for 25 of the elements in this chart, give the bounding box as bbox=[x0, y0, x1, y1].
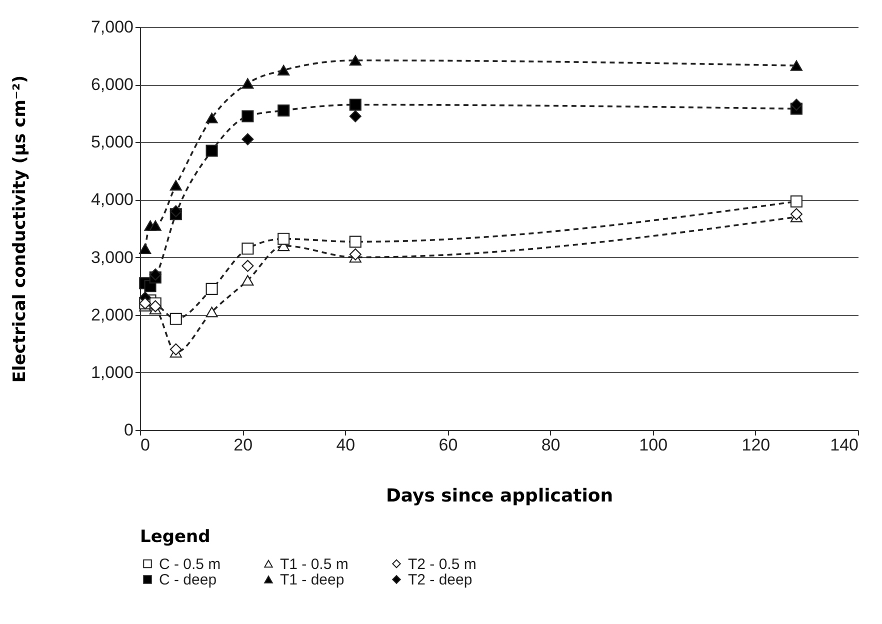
legend-label: C - 0.5 m bbox=[159, 556, 221, 573]
y-tick-label: 4,000 bbox=[90, 190, 134, 210]
legend-title: Legend bbox=[140, 527, 210, 547]
x-tick-label: 120 bbox=[742, 436, 770, 454]
x-tick-label: 100 bbox=[639, 436, 668, 454]
x-tick-label: 60 bbox=[438, 436, 458, 454]
legend-label: T1 - 0.5 m bbox=[280, 556, 348, 573]
x-axis-title: Days since application bbox=[386, 486, 614, 506]
legend-label: T1 - deep bbox=[280, 572, 344, 588]
x-tick-label: 140 bbox=[830, 436, 858, 454]
y-tick-label: 6,000 bbox=[90, 75, 134, 94]
y-tick-label: 5,000 bbox=[90, 132, 134, 152]
y-tick-label: 7,000 bbox=[90, 18, 134, 36]
legend-label: C - deep bbox=[159, 572, 217, 588]
y-axis-title: Electrical conductivity (µs cm⁻²) bbox=[10, 75, 30, 383]
y-tick-label: 1,000 bbox=[90, 362, 134, 382]
y-tick-label: 2,000 bbox=[90, 305, 134, 324]
legend-label: T2 - deep bbox=[408, 572, 472, 588]
x-tick-label: 0 bbox=[140, 436, 150, 454]
x-tick-label: 20 bbox=[234, 436, 253, 454]
y-tick-label: 0 bbox=[124, 420, 134, 440]
x-tick-label: 40 bbox=[336, 436, 356, 454]
y-tick-label: 3,000 bbox=[90, 248, 134, 267]
legend-label: T2 - 0.5 m bbox=[408, 556, 476, 573]
x-tick-label: 80 bbox=[541, 436, 560, 454]
